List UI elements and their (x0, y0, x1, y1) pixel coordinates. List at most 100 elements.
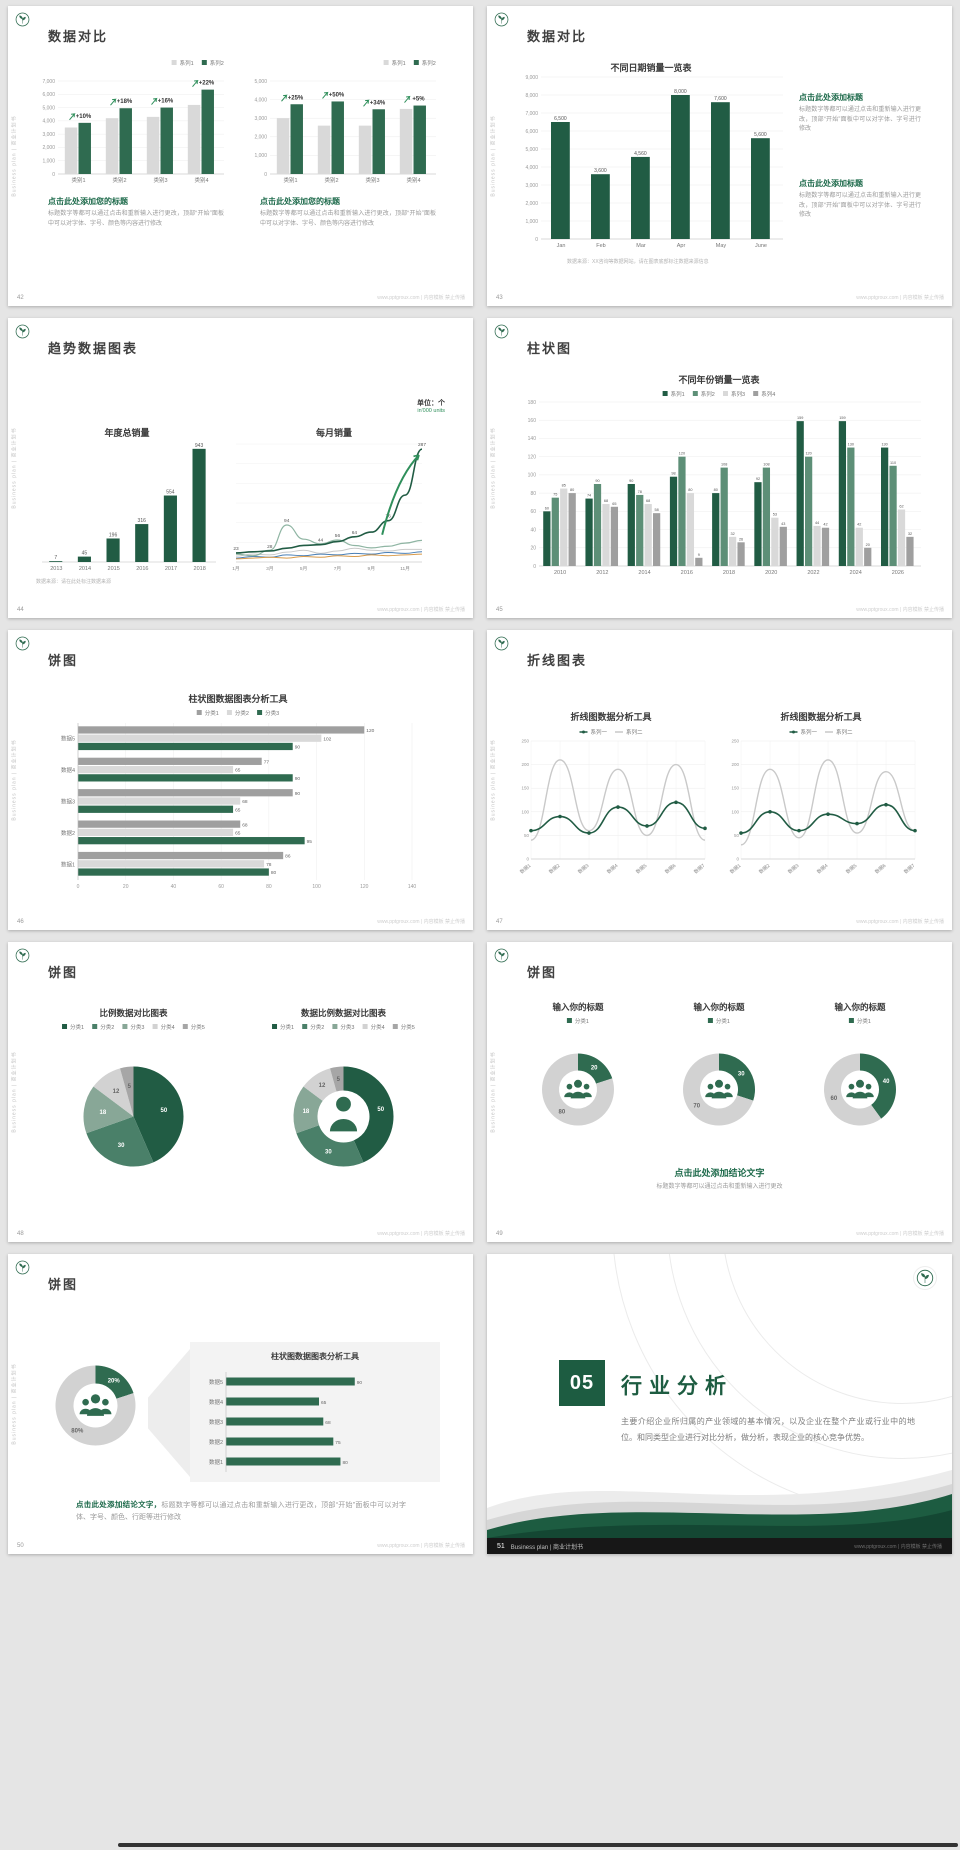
brand-logo-icon (494, 948, 509, 963)
svg-text:0: 0 (535, 237, 538, 243)
placeholder-body: 标题数字等都可以通过点击和重新输入进行更改，顶部“开始”面板中可以对字体、字号进… (799, 193, 921, 219)
slide-watermark: www.pptgroux.com | 内容模板 禁止传播 (856, 295, 944, 301)
svg-text:110: 110 (890, 461, 896, 465)
slide-page-number: 51 (497, 1542, 505, 1550)
svg-text:40: 40 (171, 884, 177, 890)
svg-text:68: 68 (242, 799, 248, 805)
slide-50-thumbnail[interactable]: Business plan | 商业计划书 饼图 20% 80% 柱状图数据图表分… (8, 1254, 473, 1554)
svg-text:7月: 7月 (334, 566, 341, 572)
svg-text:分类3: 分类3 (130, 1023, 144, 1031)
svg-text:11月: 11月 (400, 566, 410, 572)
slide-46-thumbnail[interactable]: Business plan | 商业计划书 饼图 柱状图数据图表分析工具 分类1 分… (8, 630, 473, 930)
slide-side-label: Business plan | 商业计划书 (490, 427, 497, 509)
svg-text:3月: 3月 (266, 566, 273, 572)
svg-text:1月: 1月 (232, 566, 239, 572)
brand-logo-icon (15, 324, 30, 339)
slide-51-thumbnail[interactable]: 05 行业分析 主要介绍企业所归属的产业领域的基本情况，以及企业在整个产业或行业… (487, 1254, 952, 1554)
svg-text:90: 90 (357, 1380, 363, 1386)
slide-watermark: www.pptgroux.com | 内容模板 禁止传播 (377, 1231, 465, 1237)
svg-text:+18%: +18% (117, 99, 133, 105)
svg-text:9月: 9月 (368, 566, 375, 572)
svg-text:类别2: 类别2 (112, 176, 126, 184)
unit-label: 单位：个 (417, 400, 445, 407)
svg-text:80: 80 (570, 488, 574, 492)
svg-text:80: 80 (530, 491, 536, 497)
text-block: 点击此处添加标题 标题数字等都可以通过点击和重新输入进行更改，顶部“开始”面板中… (799, 178, 921, 221)
svg-text:150: 150 (731, 786, 739, 791)
svg-text:32: 32 (731, 532, 735, 536)
panel-horizontal-bar-chart: 数据5 90 数据4 65 数据3 68 数据2 75 数据1 80 (200, 1370, 428, 1474)
svg-text:120: 120 (366, 728, 374, 734)
placeholder-body: 标题数字等都可以通过点击和重新输入进行更改，顶部“开始”面板中可以对字体、字号、… (48, 211, 224, 227)
slide-47-thumbnail[interactable]: Business plan | 商业计划书 折线图表 折线图数据分析工具 系列一 系… (487, 630, 952, 930)
funnel-shape (148, 1349, 190, 1477)
slide-watermark: www.pptgroux.com | 内容模板 禁止传播 (856, 919, 944, 925)
svg-text:4,000: 4,000 (525, 165, 538, 171)
svg-text:数据3: 数据3 (61, 798, 75, 806)
svg-text:类别1: 类别1 (283, 176, 297, 184)
svg-text:系列一: 系列一 (801, 728, 818, 736)
slide-48-thumbnail[interactable]: Business plan | 商业计划书 饼图 比例数据对比图表 分类1 分类2 分… (8, 942, 473, 1242)
svg-text:数据5: 数据5 (61, 735, 75, 743)
svg-text:287: 287 (418, 442, 426, 448)
svg-text:数据3: 数据3 (786, 862, 800, 875)
svg-text:140: 140 (408, 884, 417, 890)
svg-text:80: 80 (342, 1460, 348, 1466)
svg-text:200: 200 (521, 762, 529, 767)
svg-text:数据2: 数据2 (61, 829, 75, 837)
svg-text:系列二: 系列二 (836, 728, 853, 736)
svg-text:数据5: 数据5 (844, 862, 858, 875)
slide-42-thumbnail[interactable]: Business plan | 商业计划书 数据对比 系列1 系列2 7,000 6,… (8, 6, 473, 306)
slide-title: 饼图 (48, 965, 79, 980)
slide-49-thumbnail[interactable]: Business plan | 商业计划书 饼图 输入你的标题 分类1 20 80 输… (487, 942, 952, 1242)
svg-text:20%: 20% (108, 1378, 121, 1384)
svg-text:90: 90 (295, 791, 301, 797)
svg-text:系列3: 系列3 (731, 390, 745, 398)
svg-text:分类1: 分类1 (205, 709, 219, 717)
slide-43-thumbnail[interactable]: Business plan | 商业计划书 数据对比 不同日期销量一览表 9,00… (487, 6, 952, 306)
svg-text:数据7: 数据7 (692, 862, 706, 875)
placeholder-heading: 点击此处添加标题 (799, 179, 863, 188)
svg-text:12: 12 (319, 1083, 326, 1089)
svg-text:+34%: +34% (370, 100, 386, 106)
slide-44-thumbnail[interactable]: Business plan | 商业计划书 趋势数据图表 单位：个 in'000… (8, 318, 473, 618)
yearly-sales-grouped-column-chart: 不同年份销量一览表 系列1 系列2 系列3 系列4 0 20 40 60 80 100 120 140 1… (515, 373, 923, 578)
svg-text:每月销量: 每月销量 (316, 427, 352, 438)
svg-text:130: 130 (848, 443, 854, 447)
svg-text:74: 74 (587, 494, 591, 498)
svg-text:90: 90 (629, 479, 633, 483)
svg-text:120: 120 (528, 454, 537, 460)
svg-text:90: 90 (295, 776, 301, 782)
brand-logo-icon (914, 1267, 936, 1289)
svg-text:4,560: 4,560 (634, 151, 647, 157)
svg-text:2,000: 2,000 (42, 145, 55, 151)
svg-text:4,000: 4,000 (42, 119, 55, 125)
donut-chart: 数据比例数据对比图表 分类1 分类2 分类3 分类4 分类5 50 30 18 12 5 (246, 1006, 441, 1198)
svg-text:3,600: 3,600 (594, 168, 607, 174)
svg-text:30: 30 (118, 1143, 125, 1149)
svg-text:5,000: 5,000 (42, 105, 55, 111)
svg-text:数据3: 数据3 (209, 1418, 223, 1426)
svg-text:42: 42 (823, 523, 827, 527)
svg-text:94: 94 (284, 518, 290, 524)
svg-text:23: 23 (233, 546, 239, 552)
svg-text:78: 78 (266, 862, 272, 868)
svg-text:7,600: 7,600 (714, 96, 727, 102)
placeholder-body: 标题数字等都可以通过点击和重新输入进行更改，顶部“开始”面板中可以对字体、字号进… (799, 107, 921, 133)
svg-text:20: 20 (591, 1065, 598, 1071)
line-chart-right: 折线图数据分析工具 系列一 系列二 0 50 100 150 200 250 数据1 数据2 数据3 数… (721, 710, 921, 875)
svg-text:+5%: +5% (412, 97, 425, 103)
svg-text:80: 80 (266, 884, 272, 890)
slide-side-label: Business plan | 商业计划书 (490, 115, 497, 197)
conclusion-lead: 点击此处添加结论文字， (76, 1500, 162, 1509)
slide-45-thumbnail[interactable]: Business plan | 商业计划书 柱状图 不同年份销量一览表 系列1 系列… (487, 318, 952, 618)
svg-text:2014: 2014 (638, 570, 650, 576)
horizontal-scrollbar[interactable] (118, 1843, 958, 1847)
svg-text:2013: 2013 (50, 566, 62, 572)
conclusion-body: 标题数字等都可以通过点击和重新输入进行更改，顶部“开始”面板中可以对字体、字号、… (76, 1502, 406, 1522)
donut-chart-2: 输入你的标题 分类1 30 70 (654, 1000, 784, 1150)
conclusion-paragraph: 点击此处添加结论文字，标题数字等都可以通过点击和重新输入进行更改，顶部“开始”面… (76, 1498, 406, 1525)
svg-text:系列1: 系列1 (671, 390, 685, 398)
svg-text:42: 42 (857, 523, 861, 527)
svg-text:2018: 2018 (194, 566, 206, 572)
